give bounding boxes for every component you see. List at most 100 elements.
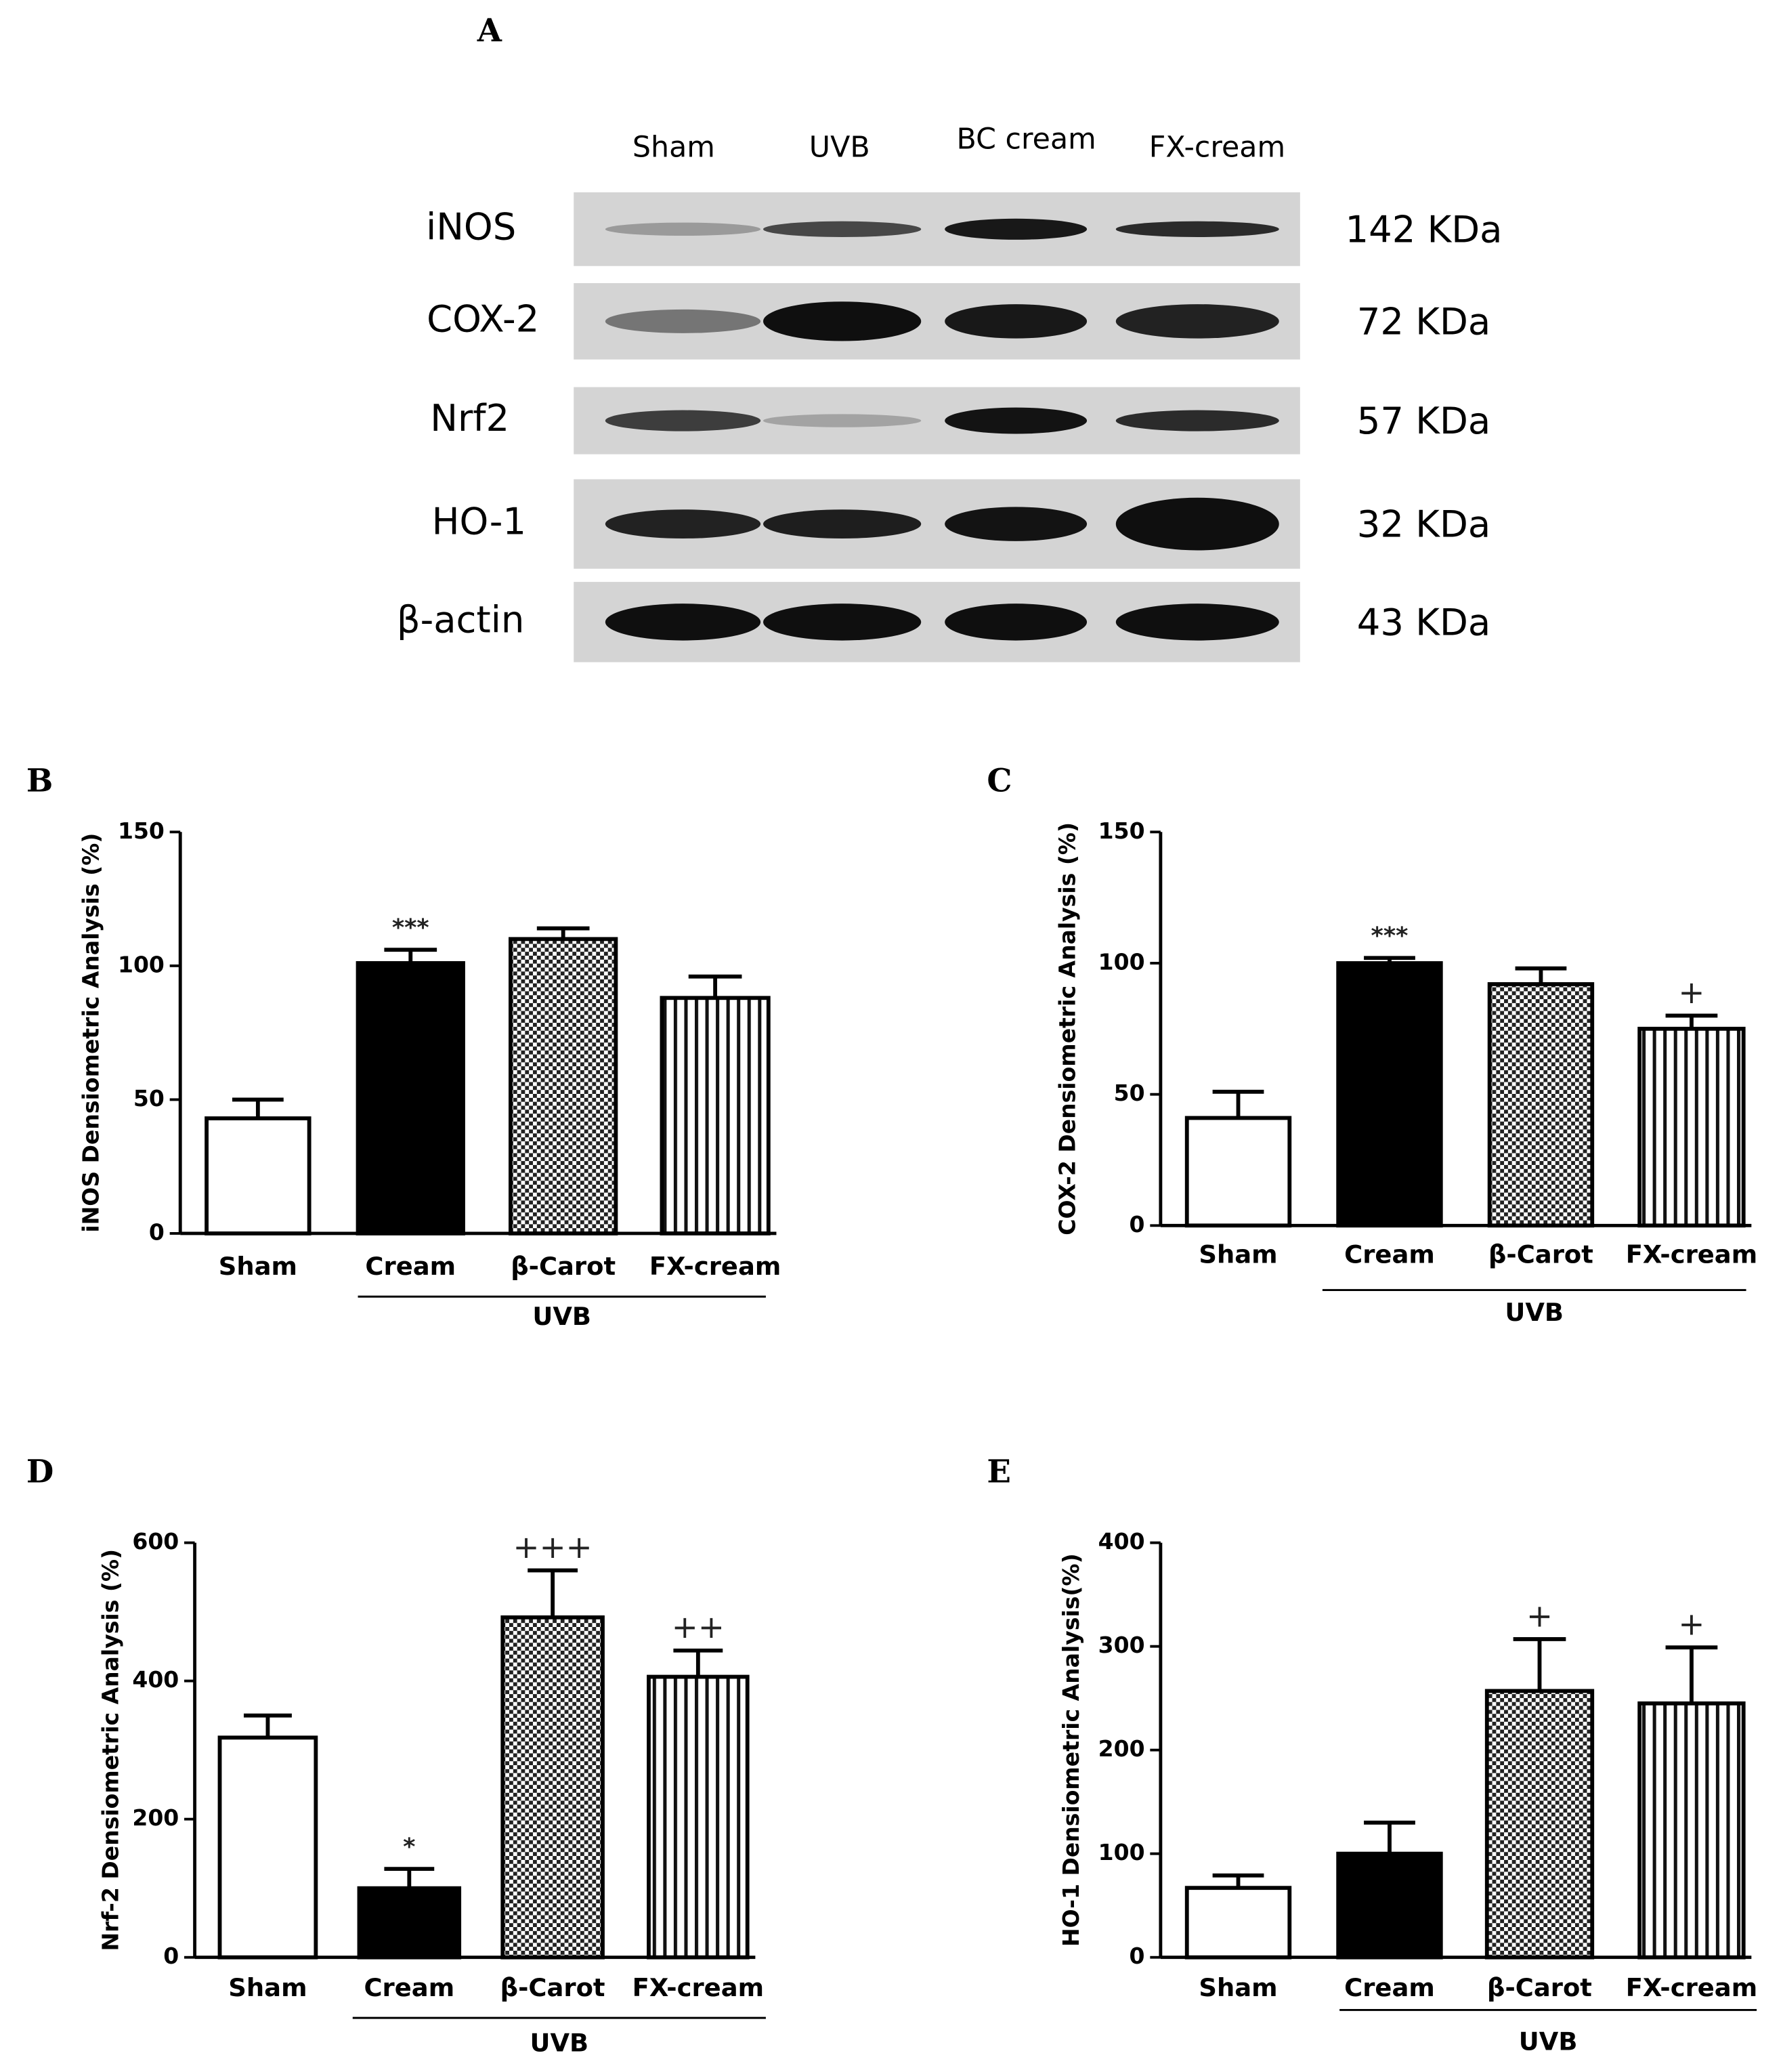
band (945, 218, 1088, 240)
group-label: UVB (1505, 1298, 1564, 1327)
x-tick-label: Cream (364, 1973, 454, 2002)
annotation: + (1526, 1597, 1553, 1634)
y-axis-label: COX-2 Densiometric Analysis (%) (1054, 822, 1080, 1235)
bar-chart: D Nrf-2 Densiometric Analysis (%) 0 200 400 6… (26, 1453, 766, 2057)
y-tick-label: 0 (149, 1219, 165, 1245)
y-axis-label: iNOS Densiometric Analysis (%) (78, 833, 104, 1233)
protein-label: HO-1 (432, 501, 526, 543)
x-tick-label: β-Carot (500, 1973, 605, 2002)
lane-label: UVB (809, 130, 870, 164)
bar (1484, 1689, 1595, 1960)
annotation: * (403, 1834, 415, 1861)
band (945, 507, 1088, 541)
lane-label: FX-cream (1149, 130, 1285, 164)
band (945, 304, 1088, 339)
band (605, 309, 761, 333)
band (1115, 604, 1279, 641)
band (1115, 221, 1279, 237)
bar (1336, 961, 1443, 1228)
bar (1184, 1886, 1292, 1960)
y-tick-label: 600 (132, 1528, 179, 1555)
x-tick-label: Sham (1199, 1973, 1277, 2002)
y-axis-label: HO-1 Densiometric Analysis(%) (1058, 1553, 1084, 1947)
y-tick-label: 150 (118, 818, 165, 844)
size-label: 57 KDa (1357, 400, 1490, 442)
band (1115, 497, 1279, 551)
group-label: UVB (532, 1302, 591, 1331)
bar (1637, 1701, 1746, 1960)
y-tick-label: 400 (132, 1666, 179, 1693)
band (605, 604, 761, 641)
bar (647, 1674, 750, 1960)
bar (205, 1116, 312, 1235)
bar (217, 1735, 318, 1960)
panel-label: A (477, 12, 502, 49)
y-tick-label: 100 (118, 951, 165, 977)
y-tick-label: 100 (1098, 948, 1145, 975)
y-axis-label: Nrf-2 Densiometric Analysis (%) (98, 1549, 124, 1951)
bar (500, 1615, 605, 1960)
x-tick-label: Cream (365, 1252, 456, 1281)
annotation: ++ (672, 1609, 725, 1645)
x-tick-label: FX-cream (1626, 1973, 1757, 2002)
x-tick-label: β-Carot (1488, 1240, 1593, 1269)
band (605, 509, 761, 538)
bar-chart: C COX-2 Densiometric Analysis (%) 0 50 100 15… (987, 761, 1757, 1327)
x-tick-label: β-Carot (1487, 1973, 1592, 2002)
x-tick-label: Sham (219, 1252, 297, 1281)
size-label: 142 KDa (1346, 208, 1503, 251)
band (763, 221, 922, 237)
x-tick-label: β-Carot (511, 1252, 616, 1281)
size-label: 72 KDa (1357, 300, 1490, 343)
x-tick-label: FX-cream (649, 1252, 781, 1281)
bar (1637, 1026, 1746, 1228)
panel-label: B (26, 761, 53, 799)
protein-label: iNOS (426, 205, 516, 248)
panel-label: E (987, 1453, 1011, 1490)
bar (660, 996, 771, 1235)
y-tick-label: 0 (163, 1943, 179, 1969)
x-tick-label: FX-cream (632, 1973, 764, 2002)
protein-label: β-actin (397, 598, 524, 641)
band (945, 604, 1088, 641)
band (605, 410, 761, 431)
band (763, 301, 922, 341)
annotation: *** (1371, 923, 1409, 950)
band (763, 509, 922, 538)
group-label: UVB (1519, 2027, 1578, 2056)
size-label: 32 KDa (1357, 503, 1490, 546)
bar (356, 960, 465, 1235)
x-tick-label: Sham (1199, 1240, 1277, 1269)
annotation: + (1678, 1606, 1704, 1643)
annotation: + (1678, 974, 1704, 1011)
panel-label: D (26, 1453, 53, 1490)
band (945, 407, 1088, 434)
size-label: 43 KDa (1357, 601, 1490, 643)
annotation: +++ (513, 1529, 593, 1565)
bar (357, 1886, 462, 1960)
group-label: UVB (530, 2028, 589, 2057)
y-tick-label: 400 (1098, 1528, 1145, 1555)
y-tick-label: 150 (1098, 818, 1145, 844)
y-tick-label: 50 (1114, 1080, 1145, 1106)
x-tick-label: FX-cream (1626, 1240, 1757, 1269)
protein-label: Nrf2 (430, 397, 509, 440)
bar (1487, 982, 1595, 1228)
lane-label: Sham (632, 130, 715, 164)
bar (509, 937, 618, 1235)
band (605, 222, 761, 236)
annotation: *** (392, 914, 429, 942)
band (1115, 304, 1279, 339)
lane-label: BC cream (957, 123, 1096, 156)
bar (1184, 1116, 1292, 1228)
protein-label: COX-2 (427, 297, 539, 340)
band (1115, 410, 1279, 431)
x-tick-label: Cream (1344, 1973, 1435, 2002)
y-tick-label: 200 (1098, 1735, 1145, 1762)
y-tick-label: 100 (1098, 1839, 1145, 1865)
band (763, 414, 922, 427)
